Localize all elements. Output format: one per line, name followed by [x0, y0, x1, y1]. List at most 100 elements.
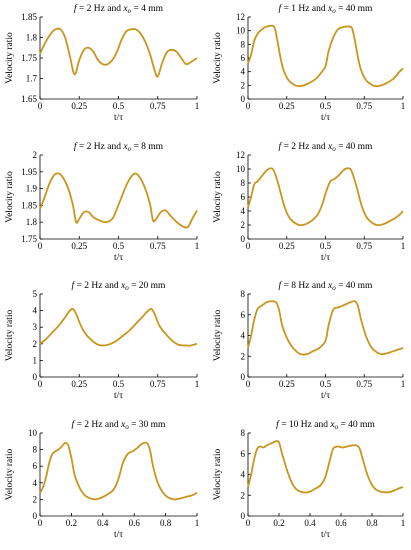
x-tick-label: 0.5 — [113, 101, 125, 111]
series-line — [247, 167, 404, 227]
chart-title: f = 2 Hz and xo = 8 mm — [74, 141, 164, 153]
y-axis-label: Velocity ratio — [5, 171, 15, 223]
x-tick-label: 0 — [246, 379, 251, 389]
y-tick-label: 8 — [241, 39, 246, 49]
chart-panel-7: f = 2 Hz and xo = 30 mm 0 2 4 6 8 10 0 0.2 0.4 0.6… — [5, 419, 199, 540]
x-tick-label: 0.75 — [150, 101, 166, 111]
chart-panel-3: f = 2 Hz and xo = 8 mm 1.75 1.8 1.85 1.9 1.95… — [5, 141, 199, 263]
y-tick-label: 2 — [33, 339, 38, 349]
y-tick-label: 2 — [241, 220, 246, 230]
x-tick-label: 0.5 — [113, 379, 125, 389]
y-tick-label: 0 — [241, 511, 246, 521]
y-tick-label: 3 — [33, 322, 38, 332]
y-tick-label: 1.9 — [26, 184, 38, 194]
y-tick-label: 1.8 — [26, 33, 38, 43]
chart-panel-8: f = 10 Hz and xo = 40 mm 0 2 4 6 8 0 0.2 0.4 0.6 0… — [213, 419, 405, 540]
chart-panel-1: f = 2 Hz and xo = 4 mm 1.65 1.7 1.75 1.8 1.85… — [5, 3, 199, 123]
x-tick-label: 0.25 — [71, 379, 87, 389]
y-axis-label: Velocity ratio — [5, 310, 15, 362]
y-tick-label: 8 — [241, 178, 246, 188]
y-tick-label: 4 — [33, 478, 38, 488]
y-tick-label: 12 — [236, 12, 245, 22]
y-tick-label: 1.75 — [21, 53, 37, 63]
x-tick-label: 1 — [195, 101, 200, 111]
series-line — [247, 440, 404, 494]
y-axis-label: Velocity ratio — [5, 32, 15, 84]
x-tick-label: 0 — [246, 101, 251, 111]
x-tick-label: 0.2 — [66, 518, 77, 528]
y-tick-label: 6 — [241, 310, 246, 320]
y-tick-label: 1.95 — [21, 167, 37, 177]
chart-title: f = 2 Hz and xo = 40 mm — [279, 141, 374, 153]
x-axis-label: t/τ — [114, 530, 123, 540]
y-tick-label: 4 — [241, 206, 246, 216]
x-tick-label: 0.5 — [320, 101, 332, 111]
y-tick-label: 1 — [33, 355, 38, 365]
x-tick-label: 1 — [195, 518, 200, 528]
chart-panel-4: f = 2 Hz and xo = 40 mm 0 2 4 6 8 10 12 0 0.25 0.5… — [213, 141, 405, 263]
x-axis-label: t/τ — [321, 113, 330, 123]
x-axis-label: t/τ — [321, 253, 330, 263]
series-line — [39, 441, 198, 501]
x-tick-label: 0 — [246, 241, 251, 251]
x-tick-label: 0.25 — [71, 101, 87, 111]
x-tick-label: 0 — [38, 379, 43, 389]
x-tick-label: 1 — [195, 241, 200, 251]
x-tick-label: 0.25 — [279, 101, 295, 111]
y-tick-label: 6 — [241, 53, 246, 63]
y-axis-label: Velocity ratio — [213, 449, 223, 501]
x-tick-label: 0.6 — [129, 518, 141, 528]
series-line — [247, 24, 404, 87]
x-tick-label: 0.25 — [279, 241, 295, 251]
x-axis-label: t/τ — [321, 391, 330, 401]
x-tick-label: 0.75 — [150, 241, 166, 251]
chart-title: f = 2 Hz and xo = 4 mm — [74, 3, 164, 15]
y-tick-label: 10 — [236, 164, 246, 174]
y-tick-label: 1.85 — [21, 12, 37, 22]
y-tick-label: 2 — [241, 351, 246, 361]
y-axis-label: Velocity ratio — [5, 449, 15, 501]
x-tick-label: 0.75 — [356, 379, 372, 389]
y-tick-label: 2 — [33, 150, 38, 160]
series-line — [39, 27, 198, 78]
y-tick-label: 4 — [241, 67, 246, 77]
x-tick-label: 0 — [246, 518, 251, 528]
x-tick-label: 0.8 — [160, 518, 172, 528]
y-tick-label: 0 — [241, 94, 246, 104]
y-tick-label: 1.85 — [21, 200, 37, 210]
y-tick-label: 4 — [241, 470, 246, 480]
y-tick-label: 2 — [241, 490, 246, 500]
chart-title: f = 8 Hz and xo = 40 mm — [279, 280, 374, 292]
x-tick-label: 0.5 — [320, 379, 332, 389]
y-tick-label: 2 — [33, 494, 38, 504]
x-tick-label: 0.25 — [71, 241, 87, 251]
series-line — [39, 307, 198, 347]
x-tick-label: 0.4 — [97, 518, 109, 528]
y-tick-label: 10 — [236, 26, 246, 36]
x-tick-label: 0.8 — [366, 518, 378, 528]
x-tick-label: 0.2 — [273, 518, 284, 528]
y-tick-label: 0 — [33, 372, 38, 382]
chart-panel-2: f = 1 Hz and xo = 40 mm 0 2 4 6 8 10 12 0 0.25 0.5… — [213, 3, 405, 123]
y-tick-label: 8 — [241, 289, 246, 299]
x-tick-label: 0 — [38, 101, 43, 111]
x-axis-label: t/τ — [114, 391, 123, 401]
x-tick-label: 0.5 — [320, 241, 332, 251]
y-tick-label: 6 — [241, 192, 246, 202]
y-tick-label: 0 — [241, 372, 246, 382]
y-tick-label: 6 — [241, 449, 246, 459]
chart-title: f = 10 Hz and xo = 40 mm — [276, 419, 375, 431]
chart-panel-6: f = 8 Hz and xo = 40 mm 0 2 4 6 8 0 0.25 0.5 0.75… — [213, 280, 405, 401]
y-tick-label: 4 — [33, 306, 38, 316]
y-tick-label: 1.75 — [21, 234, 37, 244]
y-tick-label: 6 — [33, 461, 38, 471]
x-tick-label: 0.75 — [356, 101, 372, 111]
y-tick-label: 8 — [33, 445, 38, 455]
y-tick-label: 4 — [241, 331, 246, 341]
x-axis-label: t/τ — [321, 530, 330, 540]
chart-title: f = 2 Hz and xo = 30 mm — [72, 419, 167, 431]
y-axis-label: Velocity ratio — [213, 171, 223, 223]
x-tick-label: 1 — [401, 379, 406, 389]
x-tick-label: 1 — [401, 518, 406, 528]
x-tick-label: 1 — [401, 101, 406, 111]
